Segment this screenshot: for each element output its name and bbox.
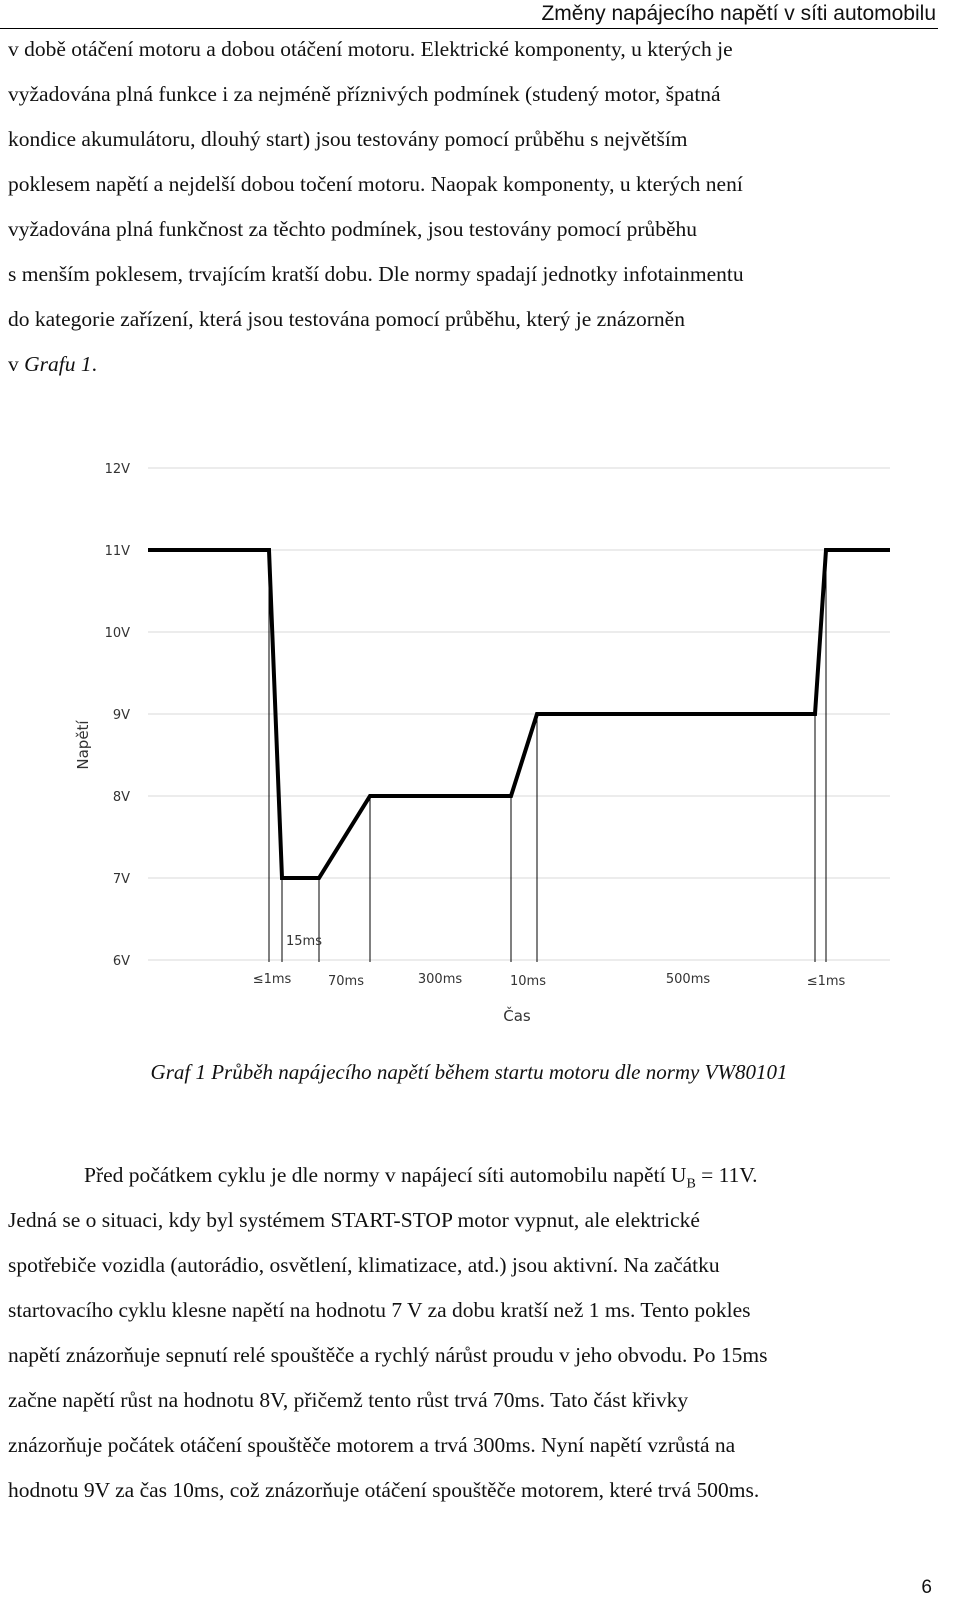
x-segment-label: 300ms bbox=[418, 972, 462, 987]
text-line: hodnotu 9V za čas 10ms, což znázorňuje o… bbox=[8, 1478, 760, 1502]
text-line: kondice akumulátoru, dlouhý start) jsou … bbox=[8, 127, 688, 151]
y-tick-label: 7V bbox=[113, 872, 130, 887]
text-fragment: . bbox=[91, 352, 97, 376]
text-line: vyžadována plná funkce i za nejméně příz… bbox=[8, 82, 721, 106]
y-tick-label: 11V bbox=[105, 544, 131, 559]
page-number: 6 bbox=[921, 1577, 932, 1598]
text-line-last: v Grafu 1. bbox=[8, 342, 934, 387]
text-line-first: Před počátkem cyklu je dle normy v napáj… bbox=[8, 1153, 934, 1198]
x-segment-label: ≤1ms bbox=[807, 974, 846, 989]
text-line: vyžadována plná funkčnost za těchto podm… bbox=[8, 217, 698, 241]
x-segment-label: ≤1ms bbox=[253, 972, 292, 987]
text-line: do kategorie zařízení, která jsou testov… bbox=[8, 307, 685, 331]
text-fragment: = 11V. bbox=[695, 1163, 758, 1187]
text-line: poklesem napětí a nejdelší dobou točení … bbox=[8, 172, 743, 196]
paragraph-description: Před počátkem cyklu je dle normy v napáj… bbox=[8, 1153, 934, 1513]
x-segment-label: 70ms bbox=[328, 974, 364, 989]
x-axis-labels: ≤1ms 15ms 70ms 300ms 10ms 500ms ≤1ms bbox=[253, 934, 846, 989]
subscript: B bbox=[686, 1176, 696, 1192]
text-line: začne napětí růst na hodnotu 8V, přičemž… bbox=[8, 1388, 689, 1412]
text-line: Jedná se o situaci, kdy byl systémem STA… bbox=[8, 1208, 700, 1232]
y-tick-label: 10V bbox=[105, 626, 131, 641]
y-tick-label: 12V bbox=[105, 462, 131, 477]
paragraph-intro: v době otáčení motoru a dobou otáčení mo… bbox=[8, 27, 934, 387]
text-line: spotřebiče vozidla (autorádio, osvětlení… bbox=[8, 1253, 720, 1277]
text-line: v době otáčení motoru a dobou otáčení mo… bbox=[8, 37, 733, 61]
voltage-chart: 12V 11V 10V 9V 8V 7V 6V Napětí ≤1ms 15ms 70ms 300… bbox=[74, 462, 890, 1025]
header-rule bbox=[0, 28, 938, 29]
figure-reference: Grafu 1 bbox=[24, 352, 92, 376]
x-segment-label: 15ms bbox=[286, 934, 322, 949]
y-tick-label: 8V bbox=[113, 790, 130, 805]
y-tick-label: 6V bbox=[113, 954, 130, 969]
figure-caption: Graf 1 Průběh napájecího napětí během st… bbox=[150, 1060, 788, 1084]
y-axis-ticks: 12V 11V 10V 9V 8V 7V 6V bbox=[105, 462, 890, 969]
text-line: znázorňuje počátek otáčení spouštěče mot… bbox=[8, 1433, 736, 1457]
text-fragment: Před počátkem cyklu je dle normy v napáj… bbox=[84, 1163, 687, 1187]
x-segment-label: 500ms bbox=[666, 972, 710, 987]
text-line: napětí znázorňuje sepnutí relé spouštěče… bbox=[8, 1343, 768, 1367]
y-tick-label: 9V bbox=[113, 708, 130, 723]
voltage-curve bbox=[148, 548, 890, 880]
x-segment-label: 10ms bbox=[510, 974, 546, 989]
running-header: Změny napájecího napětí v síti automobil… bbox=[541, 2, 936, 25]
x-axis-label: Čas bbox=[503, 1006, 531, 1025]
time-guides bbox=[268, 550, 827, 962]
text-line: s menším poklesem, trvajícím kratší dobu… bbox=[8, 262, 744, 286]
y-axis-label: Napětí bbox=[74, 720, 92, 770]
text-line: startovacího cyklu klesne napětí na hodn… bbox=[8, 1298, 751, 1322]
text-fragment: v bbox=[8, 352, 25, 376]
